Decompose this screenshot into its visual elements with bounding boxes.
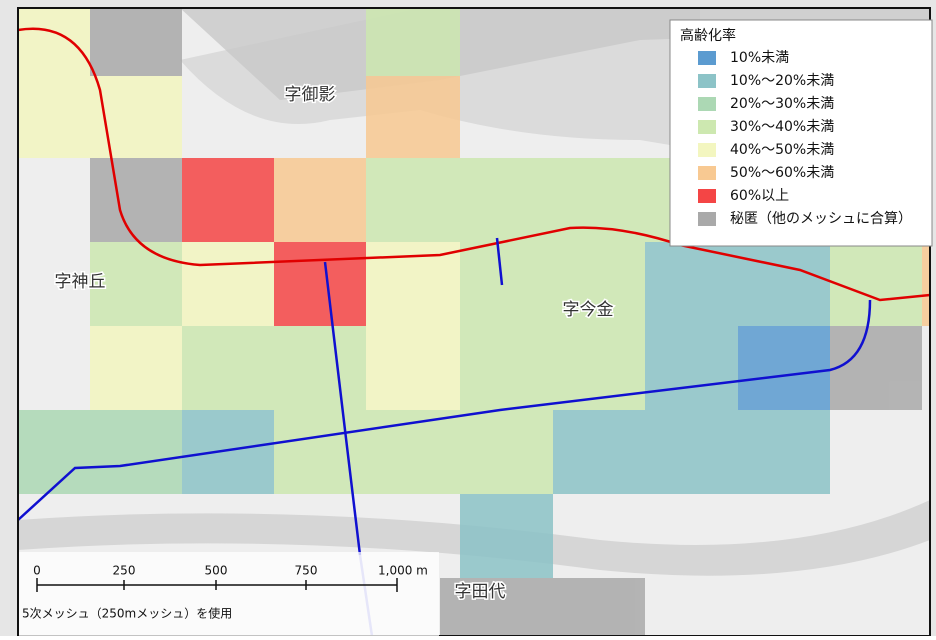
legend-label: 秘匿（他のメッシュに合算） [730, 211, 912, 227]
legend-swatch [698, 212, 716, 226]
place-label: 字神丘 [55, 272, 106, 292]
routes [17, 27, 931, 637]
legend-label: 40%～50%未満 [730, 142, 834, 158]
legend-label: 10%～20%未満 [730, 73, 834, 89]
scale-bar: 0 250 500 750 1,000 m 5次メッシュ（250mメッシュ）を使用 [19, 552, 439, 636]
legend-swatch [698, 74, 716, 88]
mesh [18, 8, 930, 636]
legend-label: 10%未満 [730, 50, 789, 66]
legend: 高齢化率 10%未満 10%～20%未満 20%～30%未満 30%～40%未満 40%… [669, 19, 933, 247]
scale-label: 500 [205, 564, 228, 578]
legend-swatch [698, 143, 716, 157]
legend-label: 60%以上 [730, 188, 789, 204]
scale-note: 5次メッシュ（250mメッシュ）を使用 [22, 606, 232, 621]
scale-label: 0 [33, 564, 41, 578]
place-label: 字田代 [455, 582, 506, 602]
legend-label: 20%～30%未満 [730, 96, 834, 112]
place-label: 字今金 [563, 300, 614, 320]
scale-box [19, 552, 439, 636]
legend-label: 30%～40%未満 [730, 119, 834, 135]
legend-swatch [698, 189, 716, 203]
legend-swatch [698, 120, 716, 134]
legend-label: 50%～60%未満 [730, 165, 834, 181]
scale-label: 250 [113, 564, 136, 578]
legend-title: 高齢化率 [680, 27, 736, 44]
legend-swatch [698, 166, 716, 180]
legend-items: 10%未満 10%～20%未満 20%～30%未満 30%～40%未満 40%～50%未… [698, 50, 912, 227]
scale-label: 750 [295, 564, 318, 578]
legend-swatch [698, 97, 716, 111]
legend-swatch [698, 51, 716, 65]
scale-label: 1,000 m [378, 564, 428, 578]
scale-labels: 0 250 500 750 1,000 m [33, 564, 428, 578]
place-label: 字御影 [285, 85, 336, 105]
